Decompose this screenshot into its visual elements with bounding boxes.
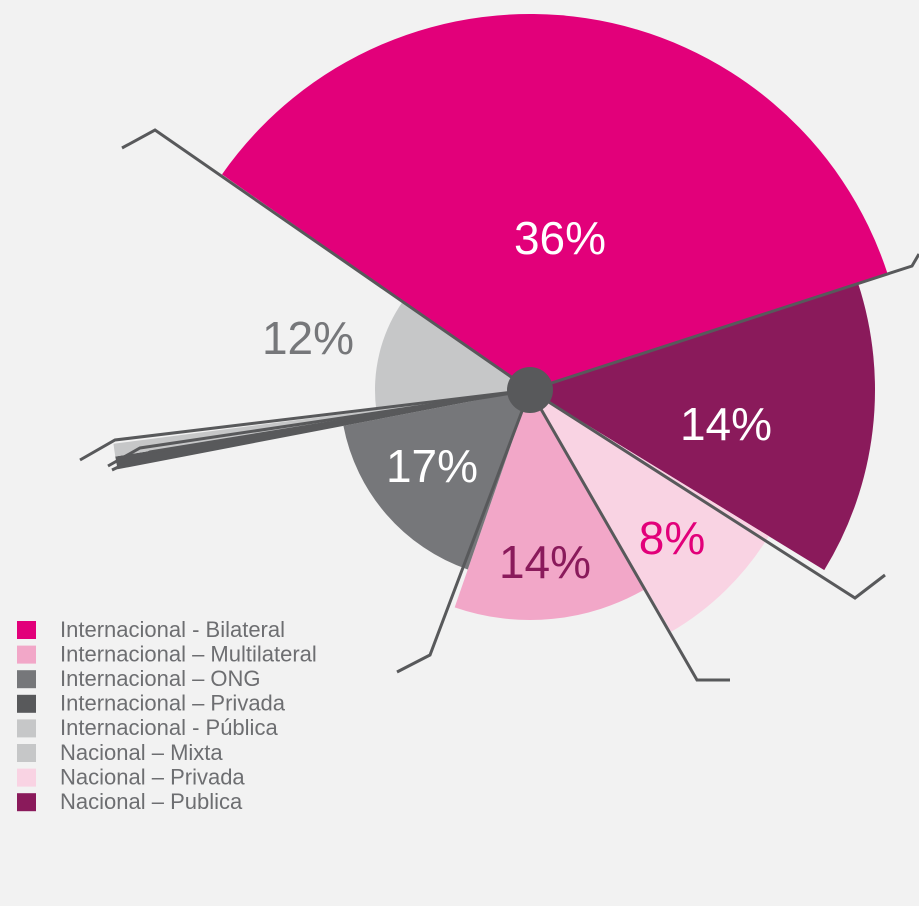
legend-swatch <box>17 744 36 762</box>
legend-swatch <box>17 768 36 787</box>
legend-swatch <box>17 621 36 639</box>
value-label: 12% <box>262 312 354 364</box>
legend-swatch <box>17 645 36 664</box>
leader-line <box>111 388 531 472</box>
leader-line <box>79 388 531 462</box>
legend-swatch <box>17 793 36 812</box>
slice <box>454 390 647 620</box>
leader-lines <box>79 128 919 682</box>
legend-swatch <box>17 670 36 689</box>
slice <box>115 390 531 470</box>
value-label: 17% <box>386 440 478 492</box>
value-label: 14% <box>499 536 591 588</box>
value-label: 8% <box>639 512 705 564</box>
labels: 36% 14% 17% 12% 8% 14% <box>262 212 772 588</box>
legend-label: Nacional – Publica <box>60 789 243 814</box>
value-label: 14% <box>680 398 772 450</box>
center-dot <box>507 367 553 413</box>
slice <box>530 390 769 632</box>
slices <box>113 14 888 632</box>
legend-label: Internacional – Privada <box>60 691 286 716</box>
leader-line <box>107 388 531 468</box>
legend-label: Internacional - Bilateral <box>60 617 285 642</box>
leader-line <box>121 128 531 392</box>
leader-line <box>529 388 886 600</box>
legend-swatch <box>17 694 36 713</box>
slice <box>343 390 530 570</box>
leader-line <box>396 389 532 674</box>
leader-line <box>528 389 730 682</box>
legend-label: Internacional – ONG <box>60 666 261 691</box>
leader-line <box>529 253 919 392</box>
legend-label: Internacional – Multilateral <box>60 641 317 666</box>
slice <box>221 14 888 391</box>
legend-label: Nacional – Mixta <box>60 740 223 765</box>
legend-label: Nacional – Privada <box>60 764 245 789</box>
slice <box>530 283 875 571</box>
slice <box>375 301 530 410</box>
value-label: 36% <box>514 212 606 264</box>
legend-swatch <box>17 719 36 738</box>
legend-label: Internacional - Pública <box>60 715 278 740</box>
